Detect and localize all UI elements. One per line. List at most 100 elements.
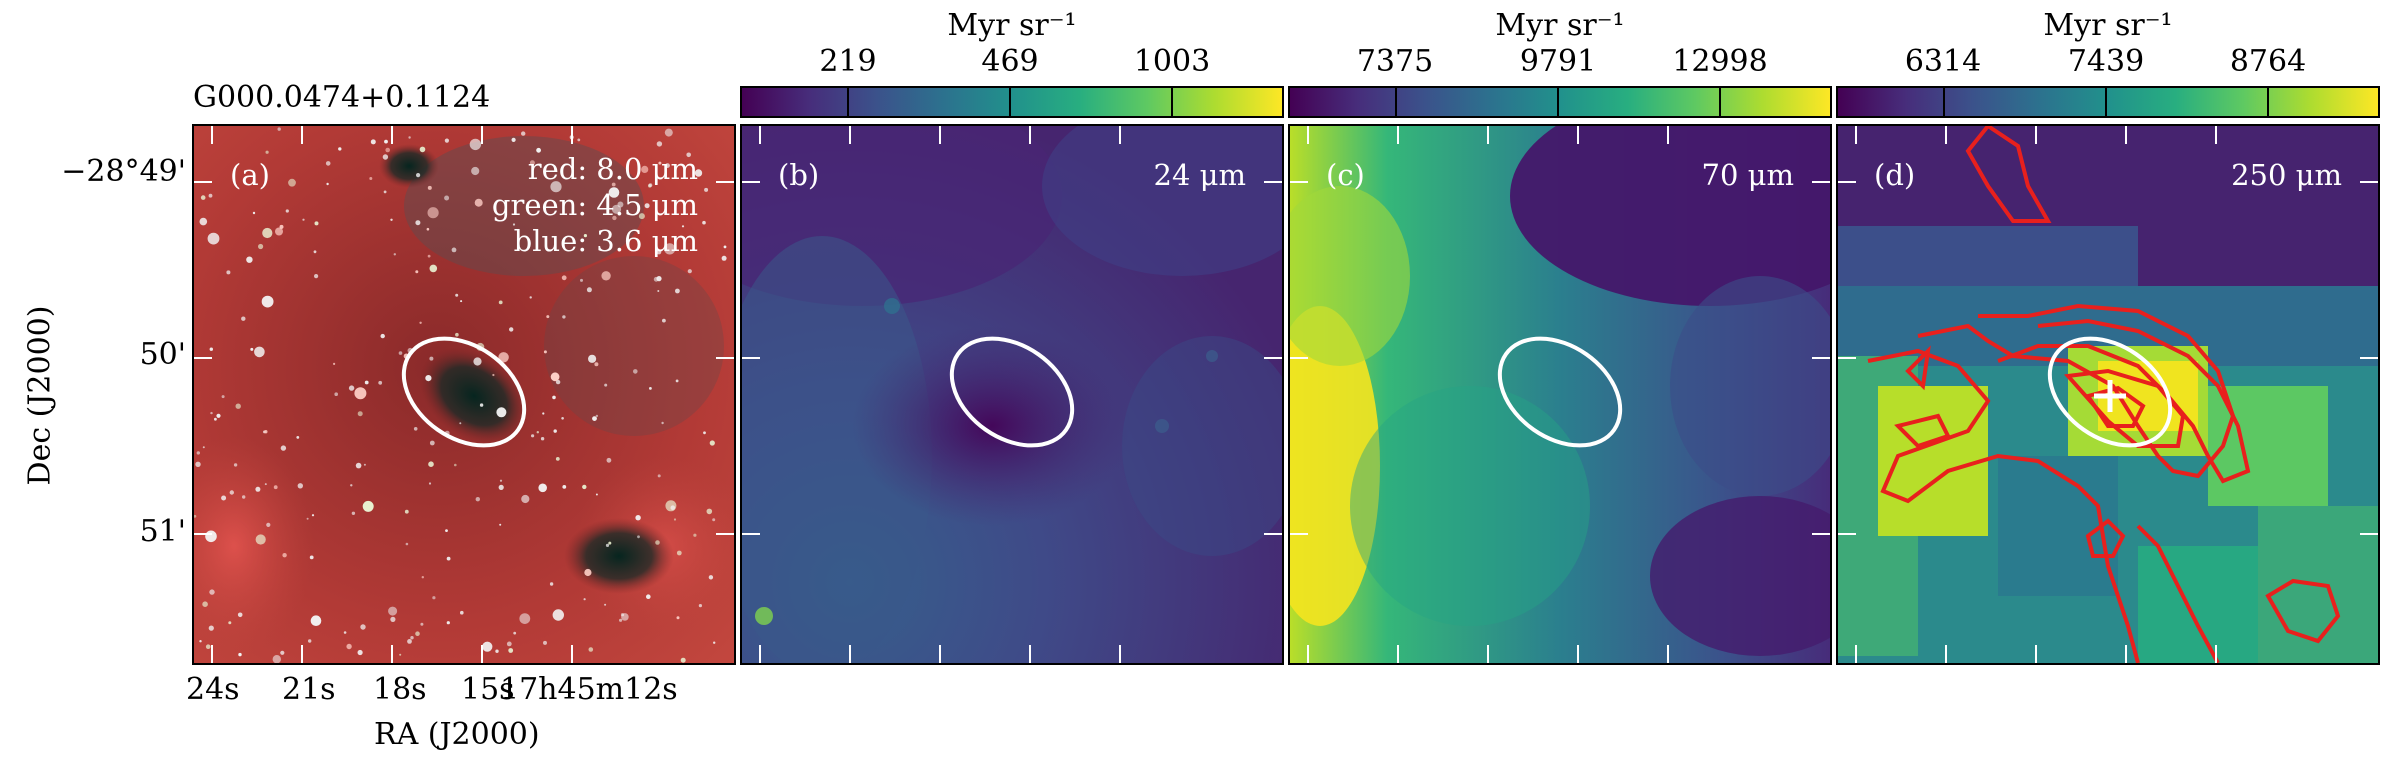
star bbox=[641, 165, 649, 173]
panel-d-image bbox=[1838, 126, 2378, 663]
star bbox=[385, 147, 390, 153]
colorbar-tick bbox=[1171, 86, 1173, 118]
star bbox=[538, 483, 547, 493]
star bbox=[233, 463, 238, 467]
colorbar-tick-label: 7439 bbox=[2067, 44, 2145, 79]
star bbox=[513, 631, 517, 635]
legend-red: red: 8.0 μm bbox=[527, 152, 698, 186]
x-tick-label: 17h45m12s bbox=[500, 672, 678, 707]
star bbox=[308, 639, 312, 643]
star bbox=[608, 187, 620, 198]
star bbox=[653, 276, 659, 282]
star bbox=[670, 505, 676, 511]
star bbox=[621, 613, 629, 621]
star bbox=[681, 225, 685, 228]
colorbar-tick bbox=[1557, 86, 1559, 118]
star bbox=[552, 395, 556, 400]
star bbox=[273, 485, 278, 490]
star bbox=[416, 173, 421, 178]
colorbar-gradient bbox=[740, 86, 1284, 118]
star bbox=[586, 287, 592, 293]
star bbox=[205, 644, 211, 649]
star bbox=[657, 474, 661, 478]
star bbox=[546, 315, 550, 319]
colorbar-tick-label: 9791 bbox=[1519, 44, 1597, 79]
colorbar-tick bbox=[1395, 86, 1397, 118]
star bbox=[583, 598, 586, 601]
panel-label: (d) bbox=[1874, 158, 1916, 192]
panel-c-image bbox=[1290, 126, 1830, 663]
star bbox=[693, 533, 697, 537]
star bbox=[550, 181, 562, 193]
star bbox=[369, 177, 373, 180]
panel-wavelength: 250 μm bbox=[2231, 158, 2342, 192]
star bbox=[455, 332, 459, 337]
star bbox=[415, 220, 421, 226]
panel-b-24um: (b) 24 μm bbox=[740, 124, 1284, 665]
star bbox=[296, 436, 300, 439]
star bbox=[326, 182, 329, 186]
legend-blue: blue: 3.6 μm bbox=[513, 224, 698, 258]
star bbox=[363, 463, 366, 466]
axis-ticks bbox=[194, 126, 734, 663]
colorbar-tick-label: 7375 bbox=[1356, 44, 1434, 79]
star bbox=[221, 495, 227, 501]
star bbox=[390, 218, 393, 221]
star bbox=[562, 315, 566, 319]
star bbox=[444, 138, 449, 143]
star bbox=[664, 128, 673, 137]
star bbox=[426, 227, 430, 231]
star bbox=[454, 463, 457, 467]
star bbox=[405, 542, 409, 546]
star bbox=[601, 271, 611, 281]
star bbox=[354, 387, 367, 400]
panel-c-70um: (c) 70 μm bbox=[1288, 124, 1832, 665]
star bbox=[427, 185, 432, 190]
star bbox=[529, 160, 535, 166]
star bbox=[492, 373, 495, 377]
star bbox=[446, 556, 451, 561]
star bbox=[496, 407, 507, 418]
star bbox=[407, 639, 412, 644]
star bbox=[662, 318, 666, 323]
x-tick-label: 21s bbox=[282, 672, 336, 707]
y-tick-label: 51' bbox=[139, 514, 186, 549]
star bbox=[604, 383, 608, 387]
star bbox=[561, 275, 567, 281]
star bbox=[495, 649, 499, 653]
star bbox=[264, 483, 267, 486]
source-ellipse bbox=[949, 336, 1075, 448]
star bbox=[584, 568, 592, 577]
star bbox=[288, 178, 296, 187]
star bbox=[242, 495, 246, 499]
colorbar-tick bbox=[2105, 86, 2107, 118]
x-tick-label: 18s bbox=[373, 672, 427, 707]
star bbox=[561, 417, 564, 420]
star bbox=[604, 603, 607, 606]
panel-a-rgb-image: (a) red: 8.0 μm green: 4.5 μm blue: 3.6 … bbox=[192, 124, 736, 665]
star bbox=[380, 333, 385, 339]
star bbox=[577, 138, 581, 142]
star bbox=[474, 198, 483, 207]
star bbox=[310, 615, 322, 626]
star bbox=[209, 347, 213, 351]
star bbox=[280, 445, 287, 451]
star bbox=[595, 414, 599, 418]
star bbox=[721, 255, 727, 261]
x-tick-label: 24s bbox=[186, 672, 240, 707]
star bbox=[712, 518, 716, 522]
star bbox=[282, 553, 287, 558]
colorbar-gradient bbox=[1836, 86, 2380, 118]
star bbox=[357, 649, 363, 656]
star bbox=[205, 530, 217, 543]
star bbox=[606, 457, 612, 463]
star bbox=[656, 249, 662, 255]
star bbox=[498, 484, 504, 490]
star bbox=[415, 270, 419, 274]
star bbox=[285, 209, 289, 213]
star bbox=[398, 351, 403, 355]
star bbox=[694, 169, 703, 177]
y-tick-label: 50' bbox=[139, 337, 186, 372]
star bbox=[427, 254, 431, 258]
star bbox=[235, 403, 241, 409]
